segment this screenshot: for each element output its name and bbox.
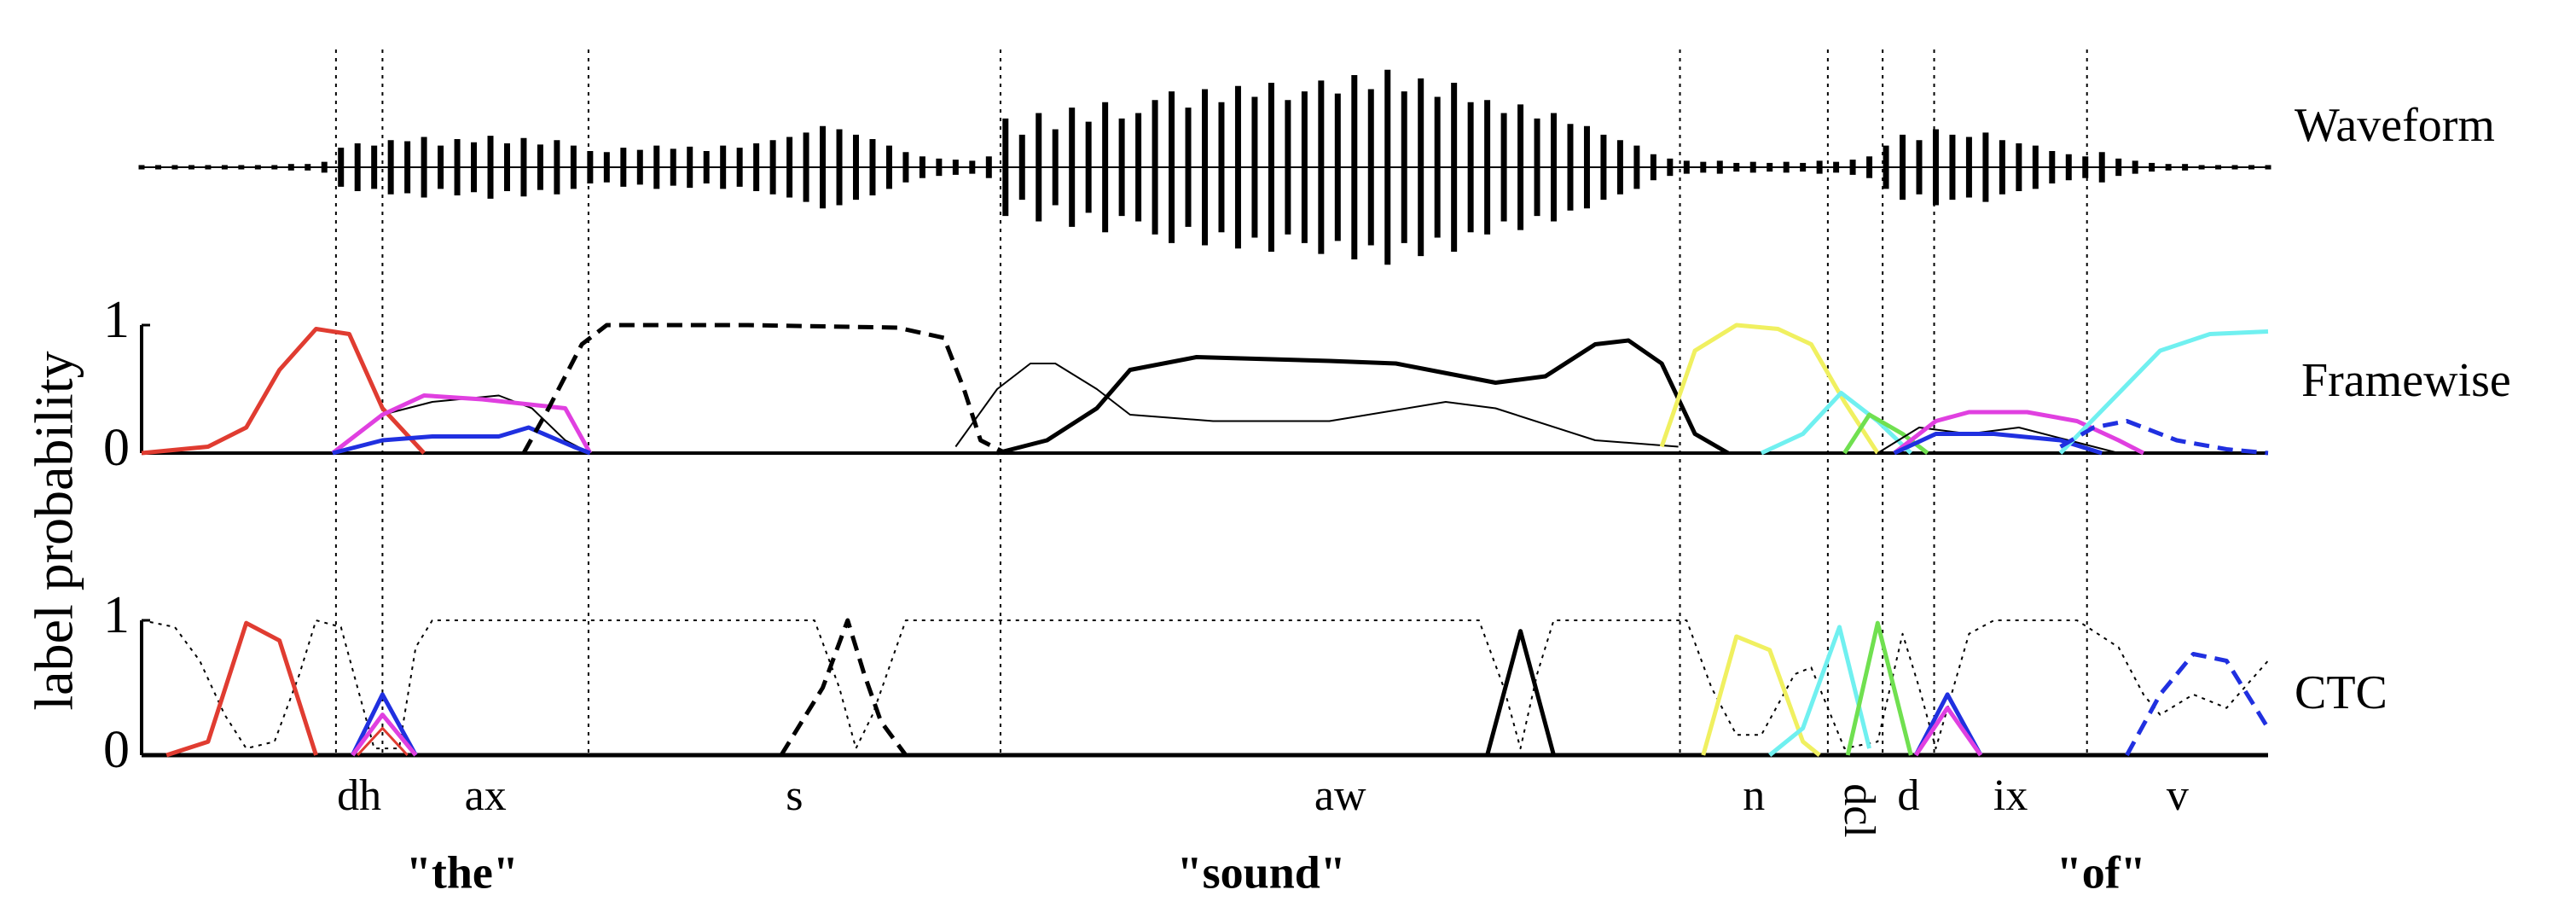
series-line: [351, 692, 418, 757]
word-label: "of": [2057, 846, 2146, 898]
series-line: [141, 327, 426, 456]
series-line: [2059, 419, 2269, 456]
panel-label: Waveform: [2295, 99, 2495, 152]
phone-label: s: [786, 771, 803, 820]
series-line: [2125, 652, 2271, 757]
series-line: [165, 620, 318, 758]
series-line: [1659, 323, 1880, 455]
y-tick-label: 0: [103, 419, 130, 477]
y-axis-label: label probability: [24, 351, 84, 710]
panel-label: Framewise: [2301, 354, 2511, 407]
phone-label: d: [1897, 771, 1919, 820]
series-line: [332, 425, 591, 456]
word-label: "the": [406, 846, 519, 898]
phone-label: n: [1743, 771, 1765, 820]
series-line: [1768, 625, 1871, 757]
series-line: [331, 393, 593, 455]
series-line: [2058, 329, 2269, 455]
series-line: [779, 618, 908, 757]
phone-label: v: [2167, 771, 2189, 820]
series-line: [1893, 432, 2103, 456]
series-line: [1845, 620, 1913, 756]
y-tick-label: 0: [103, 721, 130, 779]
phone-label: ix: [1993, 771, 2028, 820]
series-line: [521, 323, 1007, 456]
word-label: "sound": [1177, 846, 1346, 898]
phone-label: dh: [337, 771, 381, 820]
panel-label: CTC: [2295, 666, 2387, 719]
series-line: [1485, 629, 1556, 756]
series-line: [351, 712, 418, 757]
series-line: [996, 338, 1730, 456]
series-line: [1701, 634, 1821, 757]
series-line: [1877, 427, 2119, 454]
series-line: [357, 726, 409, 757]
y-tick-label: 1: [103, 291, 130, 349]
series-line: [141, 619, 2269, 750]
phone-label: dcl: [1835, 783, 1883, 838]
series-line: [954, 363, 1679, 448]
y-tick-label: 1: [103, 586, 130, 644]
series-line: [1760, 391, 1912, 456]
phone-label: aw: [1314, 771, 1366, 820]
phone-label: ax: [465, 771, 507, 820]
series-line: [1893, 410, 2145, 456]
series-line: [1914, 706, 1983, 757]
series-line: [1913, 692, 1983, 757]
